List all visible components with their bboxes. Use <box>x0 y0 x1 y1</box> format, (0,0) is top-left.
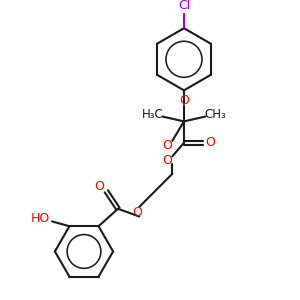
Text: O: O <box>163 154 172 167</box>
Text: O: O <box>132 206 142 219</box>
Text: H₃C: H₃C <box>142 108 164 121</box>
Text: CH₃: CH₃ <box>204 108 226 121</box>
Text: O: O <box>179 94 189 106</box>
Text: HO: HO <box>31 212 50 225</box>
Text: Cl: Cl <box>178 0 190 12</box>
Text: O: O <box>94 180 104 193</box>
Text: O: O <box>205 136 215 149</box>
Text: O: O <box>163 139 172 152</box>
